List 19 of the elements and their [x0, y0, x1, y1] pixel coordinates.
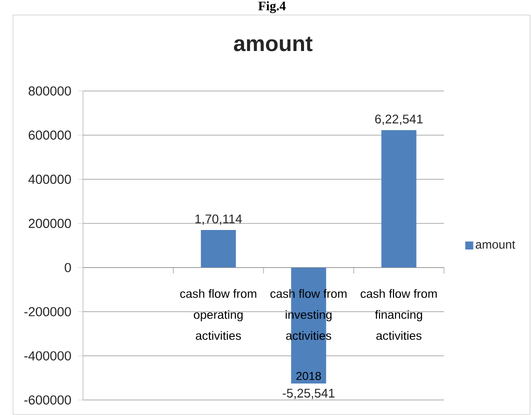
y-tick-label: 600000 — [28, 130, 71, 140]
data-label: 6,22,541 — [375, 114, 423, 125]
y-tick-label: -400000 — [24, 351, 71, 360]
x-tick-label: cash flow from operating activities — [180, 289, 256, 340]
x-tick-label: cash flow from financing activities — [360, 289, 437, 340]
y-tick-label: 400000 — [28, 174, 71, 184]
x-axis-title: 2018 — [296, 372, 321, 380]
y-tick-label: -200000 — [24, 307, 71, 316]
chart-title: amount — [234, 36, 312, 52]
bar — [381, 130, 416, 268]
legend-label: amount — [476, 240, 516, 249]
y-tick-label: 0 — [64, 262, 71, 272]
y-tick-label: -600000 — [24, 395, 71, 405]
bar — [200, 230, 236, 268]
y-tick-label: 200000 — [28, 218, 71, 228]
caption: Fig.4 — [258, 1, 286, 14]
data-label: 1,70,114 — [195, 214, 242, 225]
y-tick-label: 800000 — [28, 86, 71, 96]
data-label: -5,25,541 — [282, 388, 334, 400]
